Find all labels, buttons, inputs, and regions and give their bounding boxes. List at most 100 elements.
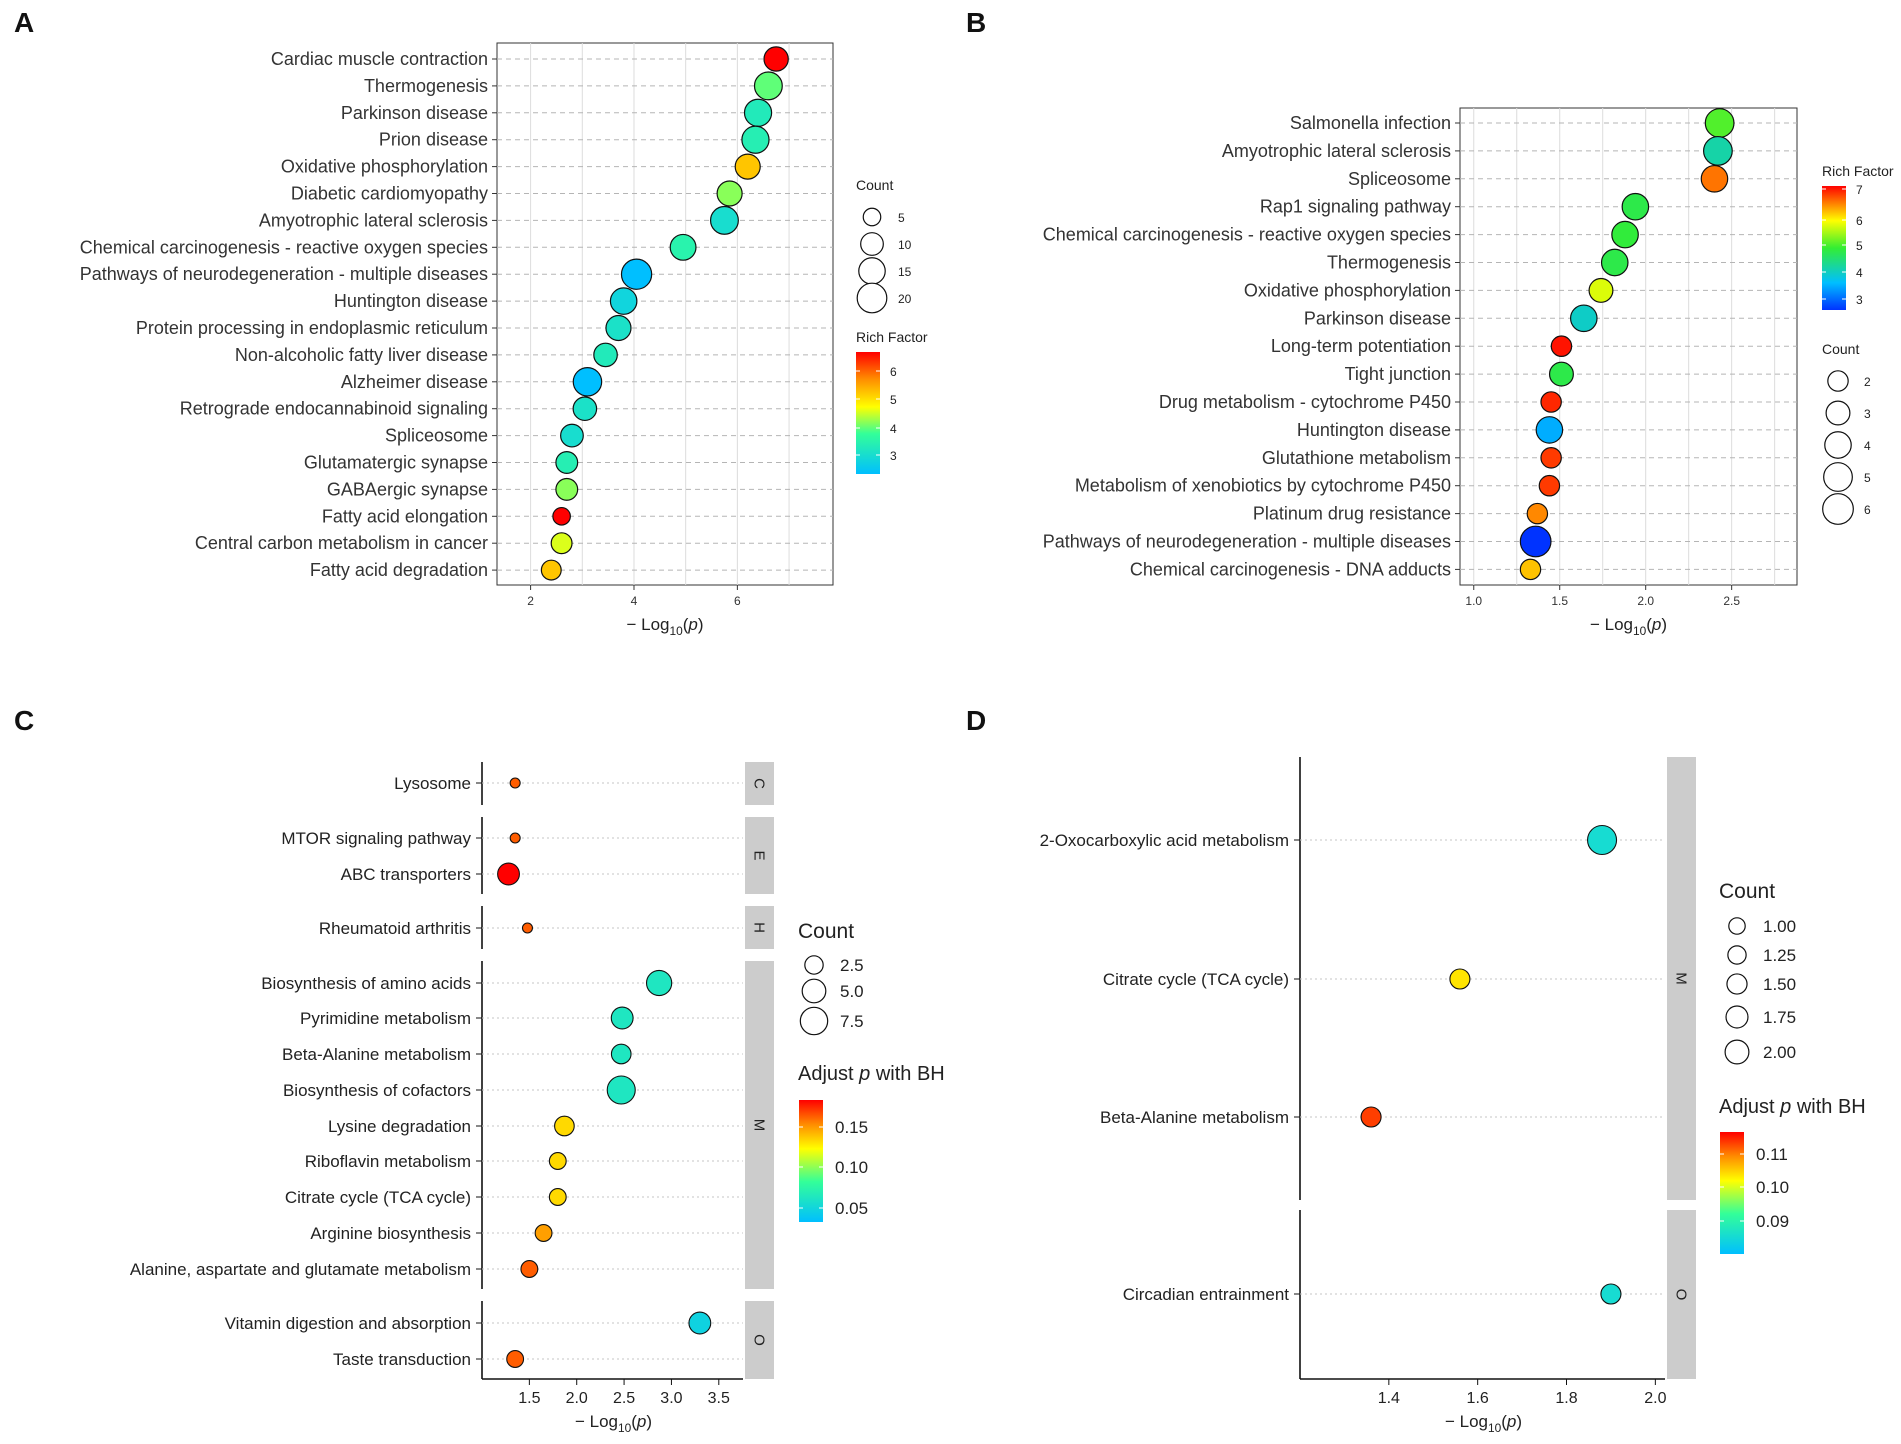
y-label-lysosome: Lysosome bbox=[394, 774, 471, 793]
size-legend-circle bbox=[1825, 400, 1851, 426]
point-chemical-carcinogenesis-reactive-oxygen-species bbox=[1611, 220, 1639, 249]
facet-strip-label: O bbox=[1673, 1289, 1690, 1301]
color-legend-title: Adjust p with BH bbox=[1719, 1096, 1866, 1118]
point-rap1-signaling-pathway bbox=[1621, 192, 1650, 221]
x-tick-label: 2.5 bbox=[1723, 594, 1740, 608]
panel-letter-d: D bbox=[966, 705, 986, 736]
color-legend-bar bbox=[1822, 186, 1846, 310]
x-tick-label: 1.8 bbox=[1555, 1390, 1577, 1407]
y-label-fatty-acid-degradation: Fatty acid degradation bbox=[310, 560, 488, 580]
x-tick-label: 6 bbox=[734, 594, 741, 608]
point-pathways-of-neurodegeneration-multiple-diseases bbox=[620, 258, 653, 290]
size-legend-circle bbox=[862, 207, 882, 227]
facet-strip-label: M bbox=[1673, 972, 1690, 985]
point-retrograde-endocannabinoid-signaling bbox=[572, 396, 598, 422]
point-mtor-signaling-pathway bbox=[509, 832, 521, 844]
y-label-rheumatoid-arthritis: Rheumatoid arthritis bbox=[319, 919, 471, 938]
y-label-metabolism-of-xenobiotics-by-cytochrome-p450: Metabolism of xenobiotics by cytochrome … bbox=[1075, 476, 1451, 496]
size-legend-circle bbox=[799, 1006, 829, 1036]
color-legend-label: 0.09 bbox=[1756, 1212, 1789, 1231]
y-label-central-carbon-metabolism-in-cancer: Central carbon metabolism in cancer bbox=[195, 533, 488, 553]
point-citrate-cycle-tca-cycle bbox=[1449, 968, 1471, 990]
x-tick-label: 2.0 bbox=[1637, 594, 1654, 608]
point-gabaergic-synapse bbox=[555, 477, 579, 501]
x-tick-label: 1.5 bbox=[518, 1390, 540, 1407]
facet-strip-c bbox=[745, 762, 774, 805]
point-riboflavin-metabolism bbox=[548, 1152, 567, 1170]
point-protein-processing-in-endoplasmic-reticulum bbox=[605, 314, 632, 342]
size-legend-label: 15 bbox=[898, 265, 912, 279]
point-oxidative-phosphorylation bbox=[734, 153, 761, 180]
y-label-thermogenesis: Thermogenesis bbox=[1327, 253, 1451, 273]
size-legend-circle bbox=[858, 257, 886, 285]
point-beta-alanine-metabolism bbox=[1360, 1106, 1382, 1128]
x-tick-label: 1.0 bbox=[1465, 594, 1482, 608]
y-label-gabaergic-synapse: GABAergic synapse bbox=[327, 479, 488, 499]
point-cardiac-muscle-contraction bbox=[763, 46, 789, 72]
panel-a: 2 4 6 Cardiac muscle contraction Thermogenes… bbox=[80, 42, 928, 638]
y-label-lysine-degradation: Lysine degradation bbox=[328, 1117, 471, 1136]
color-legend-label: 0.10 bbox=[1756, 1178, 1789, 1197]
y-label-glutamatergic-synapse: Glutamatergic synapse bbox=[304, 453, 488, 473]
size-legend-circle bbox=[801, 978, 827, 1004]
point-diabetic-cardiomyopathy bbox=[716, 180, 743, 207]
y-label-alanine-aspartate-and-glutamate-metabolism: Alanine, aspartate and glutamate metabol… bbox=[130, 1260, 471, 1279]
y-label-beta-alanine-metabolism: Beta-Alanine metabolism bbox=[1100, 1108, 1289, 1127]
point-beta-alanine-metabolism bbox=[610, 1043, 632, 1065]
y-label-pyrimidine-metabolism: Pyrimidine metabolism bbox=[300, 1009, 471, 1028]
point-glutamatergic-synapse bbox=[555, 451, 579, 474]
x-tick-label: 3.0 bbox=[660, 1390, 682, 1407]
size-legend-label: 2.5 bbox=[840, 956, 864, 975]
x-axis-label: − Log10(p) bbox=[1445, 1412, 1522, 1435]
x-tick-label: 1.6 bbox=[1467, 1390, 1489, 1407]
size-legend-label: 6 bbox=[1864, 503, 1871, 517]
y-label-thermogenesis: Thermogenesis bbox=[364, 76, 488, 96]
y-label-beta-alanine-metabolism: Beta-Alanine metabolism bbox=[282, 1045, 471, 1064]
color-legend-label: 5 bbox=[1856, 239, 1863, 253]
color-legend-label: 7 bbox=[1856, 183, 1863, 197]
plot-area bbox=[496, 42, 834, 586]
size-legend-label: 20 bbox=[898, 292, 912, 306]
point-glutathione-metabolism bbox=[1540, 447, 1562, 469]
point-abc-transporters bbox=[497, 862, 520, 886]
size-legend-label: 5 bbox=[898, 211, 905, 225]
y-label-salmonella-infection: Salmonella infection bbox=[1290, 113, 1451, 133]
point-2-oxocarboxylic-acid-metabolism bbox=[1586, 824, 1618, 856]
size-legend-label: 1.00 bbox=[1763, 917, 1796, 936]
size-legend-circle bbox=[1823, 462, 1853, 492]
color-legend-label: 3 bbox=[1856, 293, 1863, 307]
y-label-arginine-biosynthesis: Arginine biosynthesis bbox=[310, 1224, 471, 1243]
y-label-pathways-of-neurodegeneration-multiple-diseases: Pathways of neurodegeneration - multiple… bbox=[80, 264, 488, 284]
y-label-oxidative-phosphorylation: Oxidative phosphorylation bbox=[1244, 280, 1451, 300]
y-label-riboflavin-metabolism: Riboflavin metabolism bbox=[305, 1152, 471, 1171]
point-taste-transduction bbox=[506, 1350, 525, 1368]
color-legend-title: Rich Factor bbox=[856, 329, 928, 345]
size-legend-label: 10 bbox=[898, 238, 912, 252]
color-legend-bar bbox=[856, 352, 880, 474]
point-central-carbon-metabolism-in-cancer bbox=[550, 532, 573, 555]
y-label-platinum-drug-resistance: Platinum drug resistance bbox=[1253, 504, 1451, 524]
point-pyrimidine-metabolism bbox=[610, 1006, 634, 1030]
y-label-biosynthesis-of-cofactors: Biosynthesis of cofactors bbox=[283, 1081, 471, 1100]
size-legend-circle bbox=[860, 232, 884, 256]
color-legend-label: 0.15 bbox=[835, 1118, 868, 1137]
size-legend-label: 4 bbox=[1864, 439, 1871, 453]
size-legend-title: Count bbox=[1822, 341, 1859, 357]
y-label-amyotrophic-lateral-sclerosis: Amyotrophic lateral sclerosis bbox=[259, 210, 488, 230]
y-label-parkinson-disease: Parkinson disease bbox=[341, 103, 488, 123]
size-legend-title: Count bbox=[856, 177, 893, 193]
point-pathways-of-neurodegeneration-multiple-diseases bbox=[1519, 525, 1552, 558]
y-label-prion-disease: Prion disease bbox=[379, 130, 488, 150]
color-legend-label: 4 bbox=[1856, 266, 1863, 280]
panel-letter-c: C bbox=[14, 705, 34, 736]
facet-strip-label: H bbox=[751, 922, 768, 933]
point-biosynthesis-of-cofactors bbox=[606, 1075, 636, 1105]
size-legend-title: Count bbox=[798, 920, 854, 943]
facet-strip-label: C bbox=[751, 778, 768, 789]
size-legend-circle bbox=[1822, 493, 1854, 525]
size-legend-circle bbox=[804, 955, 824, 975]
point-drug-metabolism-cytochrome-p450 bbox=[1540, 391, 1562, 413]
color-legend-title: Rich Factor bbox=[1822, 163, 1894, 179]
plot-area bbox=[1459, 107, 1798, 586]
